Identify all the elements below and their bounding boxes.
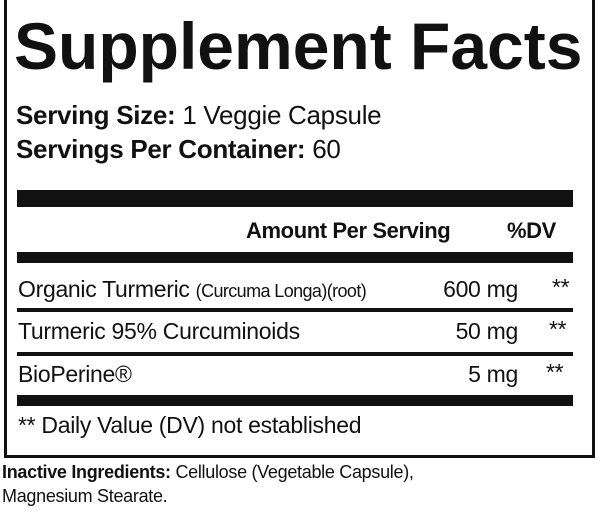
inactive-label: Inactive Ingredients:: [2, 462, 171, 482]
dv-header: %DV: [507, 218, 556, 243]
divider-thick: [17, 252, 573, 263]
serving-size-value: 1 Veggie Capsule: [182, 100, 382, 130]
divider-thin: [17, 308, 573, 312]
ingredient-name: Organic Turmeric (Curcuma Longa)(root): [18, 276, 367, 303]
servings-per-container: Servings Per Container: 60: [16, 134, 341, 165]
ingredient-amount: 600 mg: [443, 276, 518, 302]
ingredient-detail: (Curcuma Longa)(root): [195, 281, 367, 301]
inactive-line1: Cellulose (Vegetable Capsule),: [175, 462, 414, 482]
ingredient-name: Turmeric 95% Curcuminoids: [18, 318, 300, 344]
panel-title: Supplement Facts: [14, 9, 583, 83]
footnote: ** Daily Value (DV) not established: [18, 412, 362, 438]
divider-thick: [17, 395, 573, 406]
divider-thin: [17, 352, 573, 356]
servings-value: 60: [312, 134, 341, 164]
divider-thick: [17, 190, 573, 207]
inactive-line2: Magnesium Stearate.: [2, 486, 168, 506]
servings-label: Servings Per Container:: [16, 134, 306, 164]
ingredient-dv: **: [552, 274, 570, 300]
ingredient-amount: 5 mg: [468, 361, 518, 387]
ingredient-dv: **: [549, 316, 567, 342]
ingredient-name: BioPerine®: [18, 361, 132, 387]
ingredient-dv: **: [546, 359, 564, 385]
ingredient-amount: 50 mg: [455, 318, 519, 344]
ingredient-label: Organic Turmeric: [18, 276, 190, 302]
inactive-ingredients: Inactive Ingredients: Cellulose (Vegetab…: [2, 460, 414, 508]
amount-header: Amount Per Serving: [246, 218, 451, 243]
serving-size-label: Serving Size:: [16, 100, 176, 130]
serving-size: Serving Size: 1 Veggie Capsule: [16, 100, 382, 131]
supplement-facts-panel: [4, 0, 595, 458]
